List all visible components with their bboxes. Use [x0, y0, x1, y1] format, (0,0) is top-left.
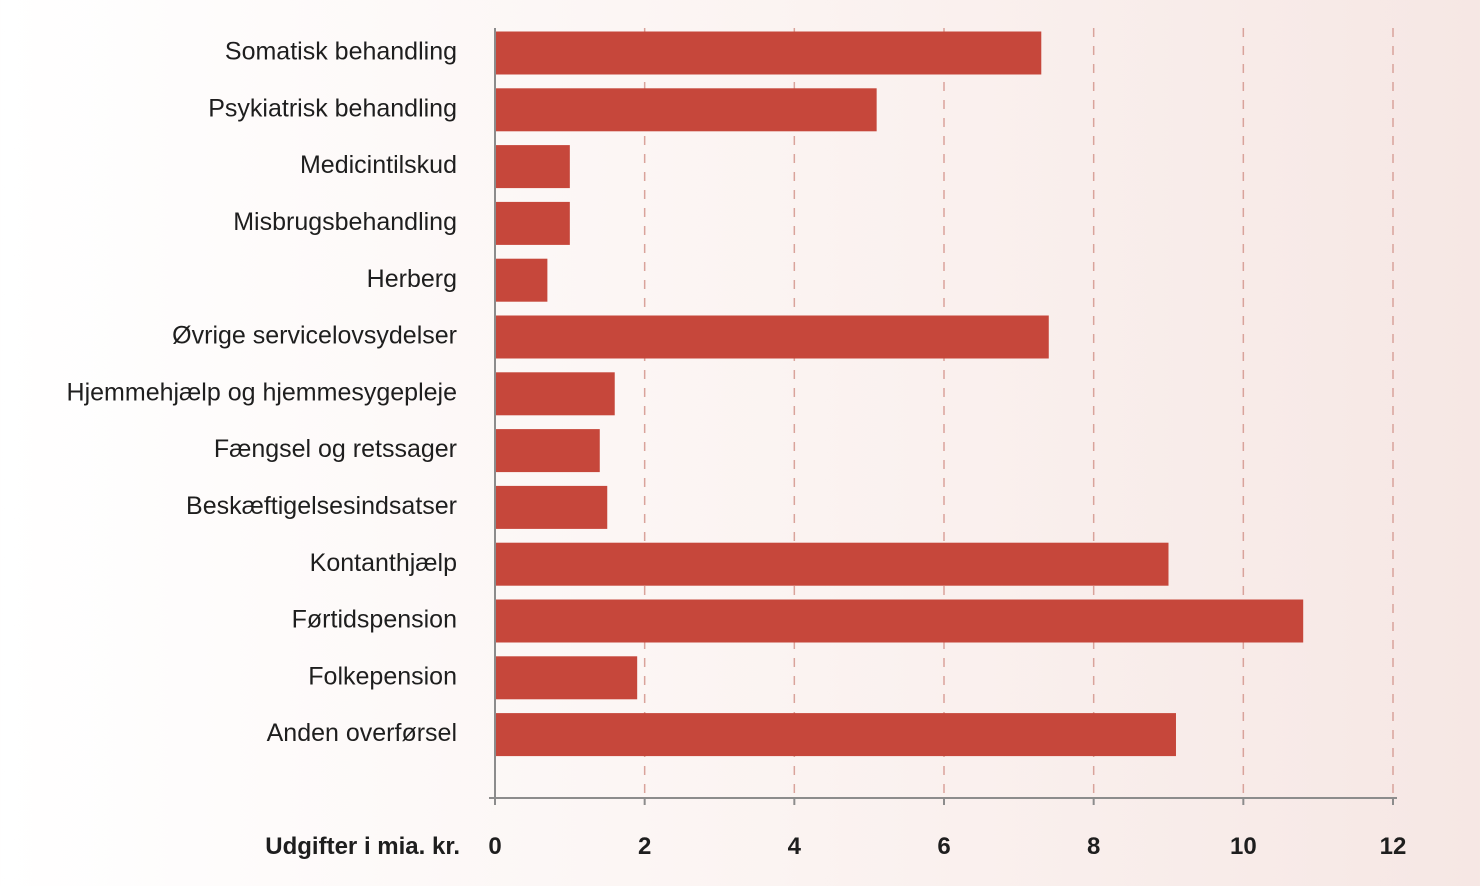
- bar: [495, 542, 1169, 586]
- bar: [495, 258, 548, 302]
- category-label: Fængsel og retssager: [214, 435, 457, 463]
- bar: [495, 315, 1049, 359]
- category-label: Folkepension: [308, 662, 457, 690]
- bar: [495, 31, 1042, 75]
- category-label: Misbrugsbehandling: [233, 208, 457, 236]
- category-label: Somatisk behandling: [225, 38, 457, 66]
- category-label: Herberg: [367, 265, 457, 293]
- bar: [495, 656, 638, 700]
- category-label: Kontanthjælp: [310, 549, 457, 577]
- bar: [495, 88, 877, 132]
- category-label: Øvrige servicelovsydelser: [172, 322, 457, 350]
- x-tick-label: 10: [1230, 833, 1257, 860]
- x-tick-label: 12: [1380, 833, 1407, 860]
- bar: [495, 372, 615, 416]
- category-label: Anden overførsel: [267, 719, 457, 747]
- bar: [495, 485, 608, 529]
- bar: [495, 201, 570, 245]
- bar: [495, 429, 600, 473]
- bar: [495, 145, 570, 189]
- category-label: Førtidspension: [292, 606, 457, 634]
- bar: [495, 599, 1304, 643]
- x-tick-label: 4: [788, 833, 802, 860]
- category-label: Medicintilskud: [300, 151, 457, 179]
- grid-lines: [643, 28, 1394, 798]
- x-tick-label: 8: [1087, 833, 1100, 860]
- category-label: Hjemmehjælp og hjemmesygepleje: [67, 378, 457, 406]
- x-tick-label: 0: [488, 833, 501, 860]
- category-label: Beskæftigelsesindsatser: [186, 492, 457, 520]
- x-tick-label: 6: [937, 833, 950, 860]
- bars: [495, 31, 1304, 757]
- bar: [495, 713, 1176, 757]
- category-label: Psykiatrisk behandling: [208, 94, 457, 122]
- category-labels: Somatisk behandling Psykiatrisk behandlin…: [67, 38, 457, 748]
- x-axis: [489, 28, 1397, 805]
- x-axis-title: Udgifter i mia. kr.: [265, 833, 460, 860]
- tick-labels: 0 2 4 6 8 10 12: [488, 833, 1406, 860]
- x-tick-label: 2: [638, 833, 651, 860]
